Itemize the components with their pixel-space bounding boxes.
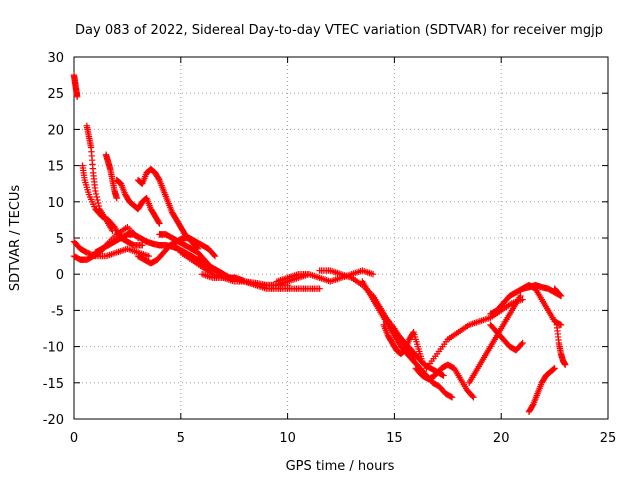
y-tick-label: 0 [56,268,64,283]
series-s23 [487,321,526,354]
y-tick-label: -10 [43,341,64,356]
axis-tick-labels: 0 5 10 15 20 25 -20 -15 -10 -5 0 5 10 15 20 25 30 [43,51,617,446]
chart-title: Day 083 of 2022, Sidereal Day-to-day VTE… [75,23,603,38]
data-point [145,252,152,260]
data-point [210,251,218,259]
data-point [316,285,323,292]
data-point [549,366,557,373]
series-s27 [551,285,565,300]
x-tick-label: 15 [386,431,403,446]
data-point [369,271,377,278]
data-point [155,175,162,183]
data-point [211,252,219,260]
data-point [418,357,426,365]
series-s13 [198,271,323,292]
data-point [113,194,120,202]
data-point [95,199,102,207]
data-point [519,339,526,347]
data-point [556,321,564,328]
series-s7 [102,151,120,202]
data-point [470,394,477,401]
y-tick-label: -5 [51,304,64,319]
data-point [155,219,162,226]
data-points [70,71,569,415]
data-point [92,187,99,195]
series-s14 [273,267,377,285]
series-s21 [465,292,524,386]
data-point [139,242,146,249]
series-s17 [369,292,447,379]
data-point [109,227,116,234]
y-tick-label: 20 [47,123,64,138]
x-tick-label: 10 [279,431,296,446]
series-s25 [525,365,558,415]
data-point [529,402,536,409]
x-tick-label: 20 [493,431,510,446]
data-point [557,292,565,300]
x-tick-label: 25 [600,431,617,446]
data-point [74,93,81,101]
data-point [439,371,446,379]
axis-ticks [73,56,609,420]
data-point [85,249,92,257]
series-s10 [134,234,219,267]
data-point [409,330,417,337]
data-point [95,202,103,210]
series-s8 [113,176,163,227]
y-tick-label: 15 [47,160,64,175]
series-s22 [487,281,565,318]
series-s26 [553,321,569,368]
y-tick-label: 10 [47,196,64,211]
data-point [83,249,91,256]
series-s20 [423,296,526,372]
series-s19 [412,361,477,401]
data-point [92,190,100,198]
y-tick-label: 30 [47,51,64,66]
data-point [562,361,569,368]
data-point [550,365,558,373]
data-point [551,365,558,372]
x-axis-label: GPS time / hours [286,459,395,474]
data-point [447,393,455,400]
data-point [93,193,100,201]
y-tick-label: 25 [47,87,64,102]
x-tick-label: 0 [70,431,78,446]
y-axis-label: SDTVAR / TECUs [8,185,23,292]
series-s18 [380,321,426,365]
series-s24 [519,281,565,329]
data-point [440,372,447,379]
series-s5 [83,122,116,234]
data-point [448,394,456,401]
series-s1 [70,71,81,101]
y-tick-label: 5 [56,232,64,247]
y-tick-label: -20 [43,413,64,428]
grid [74,57,608,419]
data-point [517,292,524,300]
data-point [469,392,476,400]
y-tick-label: -15 [43,377,64,392]
x-tick-label: 5 [177,431,185,446]
data-point [556,291,564,298]
data-point [156,220,163,227]
data-point [94,196,101,204]
data-point [518,340,525,348]
